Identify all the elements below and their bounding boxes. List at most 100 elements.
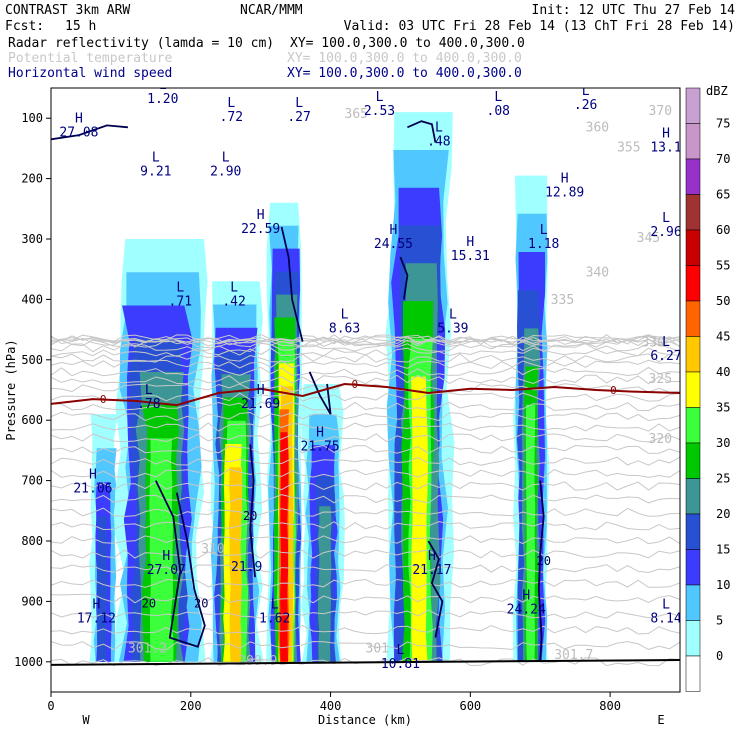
wind-isotach-label: 20: [194, 596, 208, 610]
fcst-value: 15 h: [65, 19, 96, 34]
wind-extremum-letter: L: [582, 84, 590, 99]
wind-extremum-value: 27.08: [59, 125, 98, 140]
wind-extremum-value: 8.63: [329, 322, 360, 337]
colorbar-tick-label: 25: [716, 472, 730, 486]
wind-extremum-value: .48: [427, 134, 450, 149]
x-tick-label: 800: [599, 699, 621, 713]
wind-extremum-value: 2.53: [364, 104, 395, 119]
reflectivity-contour: [411, 376, 428, 662]
y-tick-label: 600: [21, 413, 43, 427]
colorbar-swatch: [685, 123, 701, 160]
wind-isotach: [249, 444, 256, 578]
wind-speed-contours: 20 20 20 20: [51, 120, 680, 666]
reflectivity-contour: [229, 467, 243, 662]
freezing-level-label: 0: [352, 378, 359, 391]
wind-extremum-value: 1.18: [528, 237, 559, 252]
wind-extremum-letter: L: [176, 280, 184, 295]
theta-isoline: [51, 433, 680, 443]
wind-extremum-value: 17.12: [77, 612, 116, 627]
theta-isoline: [51, 359, 680, 370]
wind-extremum-value: 5.39: [437, 322, 468, 337]
wind-extremum-value: 22.59: [241, 222, 280, 237]
init-time: Init: 12 UTC Thu 27 Feb 14: [532, 3, 736, 18]
theta-label: 301.2: [128, 642, 167, 657]
wind-extremum-value: 21.9: [231, 560, 262, 575]
wind-extremum-letter: L: [662, 598, 670, 613]
plot-area: 370 365 360 355 345 340 335 330 325 320 310 301.2 29…: [50, 84, 681, 693]
theta-isoline: [51, 392, 680, 402]
colorbar-tick-label: 30: [716, 436, 730, 450]
y-tick-label: 700: [21, 474, 43, 488]
y-tick-label: 400: [21, 292, 43, 306]
potential-temperature-contours: 370 365 360 355 345 340 335 330 325 320 310 301.2 29…: [51, 104, 680, 669]
x-tick-label: 600: [459, 699, 481, 713]
colorbar-swatch: [685, 407, 701, 444]
theta-label: 370: [649, 104, 672, 119]
theta-isoline: [51, 342, 680, 353]
theta-isoline: [51, 468, 680, 478]
colorbar-swatch: [685, 336, 701, 373]
colorbar-tick-label: 70: [716, 152, 730, 166]
wind-extremum-value: .71: [169, 294, 192, 309]
theta-isoline: [51, 347, 680, 358]
theta-isoline: [51, 521, 680, 531]
reflectivity-contour: [525, 404, 536, 662]
theta-label: 325: [649, 372, 672, 387]
theta-isoline: [51, 338, 680, 349]
wind-extremum-value: 6.27: [650, 349, 681, 364]
theta-label: 330: [642, 336, 665, 351]
theta-isoline: [51, 593, 680, 604]
colorbar-tick-label: 10: [716, 578, 730, 592]
wind-extremum-value: 9.21: [140, 165, 171, 180]
wind-extremum-value: .78: [137, 397, 160, 412]
y-axis-label: Pressure (hPa): [4, 339, 18, 440]
colorbar-swatch: [685, 371, 701, 408]
colorbar-tick-label: 60: [716, 223, 730, 237]
wind-extremum-letter: L: [662, 335, 670, 350]
wind-extremum-value: 24.24: [507, 602, 546, 617]
field-legend: Radar reflectivity (lamda = 10 cm) XY= 1…: [8, 36, 525, 81]
colorbar-tick-label: 20: [716, 507, 730, 521]
colorbar-swatch: [685, 229, 701, 266]
header: CONTRAST 3km ARW NCAR/MMM Init: 12 UTC T…: [5, 3, 735, 34]
wind-extremum-letter: L: [271, 598, 279, 613]
y-tick-label: 100: [21, 111, 43, 125]
wind-isotach: [308, 371, 332, 415]
freezing-level-label: 0: [100, 393, 107, 406]
wind-extremum-value: .42: [222, 294, 245, 309]
colorbar-tick-label: 40: [716, 365, 730, 379]
wind-isotach: [51, 124, 128, 141]
x-axis-label: Distance (km): [318, 713, 412, 727]
theta-isoline: [51, 578, 680, 589]
wind-isotach-label: 20: [142, 596, 156, 610]
x-tick-label: 0: [47, 699, 54, 713]
colorbar-swatch: [685, 655, 701, 692]
field-name-wind: Horizontal wind speed: [8, 66, 172, 81]
theta-isoline: [51, 411, 680, 422]
field-xy-reflectivity: XY= 100.0,300.0 to 400.0,300.0: [290, 36, 525, 51]
wind-extremum-value: 10.81: [381, 657, 420, 672]
colorbar-swatch: [685, 584, 701, 621]
wind-extremum-letter: H: [561, 172, 569, 187]
reflectivity-contour: [97, 516, 108, 662]
theta-label: 345: [637, 231, 660, 246]
wind-extremum-value: .26: [574, 98, 597, 113]
wind-isotach-label: 20: [243, 509, 257, 523]
wind-extremum-letter: L: [540, 223, 548, 238]
wind-extremum-value: 21.75: [301, 439, 340, 454]
wind-extremum-letter: L: [341, 308, 349, 323]
wind-extremum-letter: H: [390, 223, 398, 238]
wind-extremum-letter: L: [145, 383, 153, 398]
wind-extremum-letter: L: [435, 120, 443, 135]
wind-extremum-value: .72: [220, 110, 243, 125]
y-tick-label: 300: [21, 232, 43, 246]
theta-isoline: [51, 401, 680, 412]
theta-label: 320: [649, 432, 672, 447]
wind-extremum-letter: H: [89, 468, 97, 483]
wind-extremum-value: 21.06: [73, 482, 112, 497]
theta-label: 299.9: [238, 654, 277, 669]
colorbar-swatch: [685, 513, 701, 550]
surface-line: [51, 658, 680, 666]
wind-extremum-value: 2.96: [650, 225, 681, 240]
